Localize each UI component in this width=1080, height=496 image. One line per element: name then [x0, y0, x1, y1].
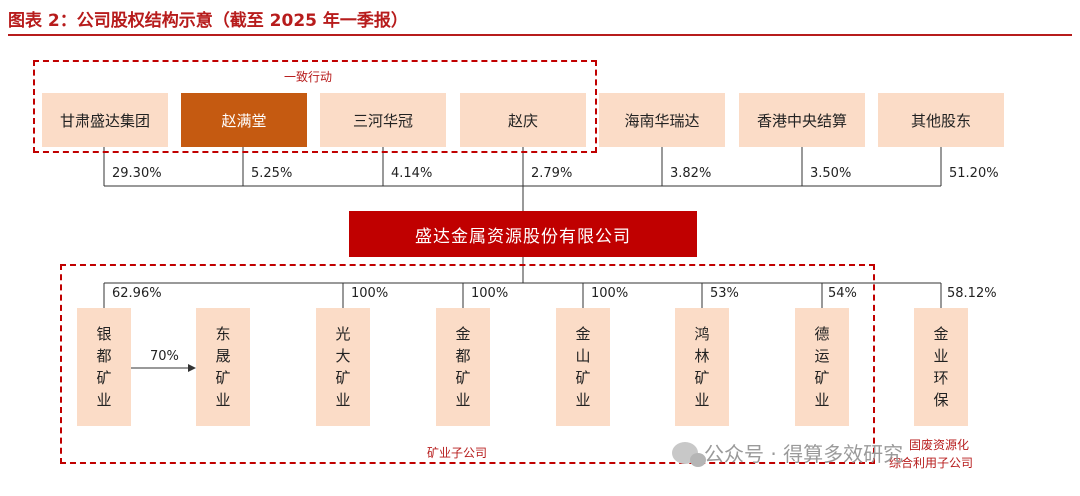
shareholder-hkscc: 香港中央结算	[739, 93, 865, 147]
solid-waste-label-line1: 固废资源化	[909, 438, 970, 452]
title-rule	[8, 34, 1072, 36]
subsidiary-guangda-mining: 光大矿业	[316, 308, 370, 426]
mining-subsidiaries-label: 矿业子公司	[427, 446, 488, 460]
center-company-box: 盛达金属资源股份有限公司	[349, 211, 697, 257]
pct-hkscc: 3.50%	[810, 166, 852, 181]
pct-yindu-mining: 62.96%	[112, 286, 162, 301]
pct-guangda-mining: 100%	[351, 286, 389, 301]
subsidiary-dongsheng-mining: 东晟矿业	[196, 308, 250, 426]
subsidiary-jindu-mining: 金都矿业	[436, 308, 490, 426]
pct-others: 51.20%	[949, 166, 999, 181]
watermark: 公众号 · 得算多效研究	[672, 438, 903, 467]
watermark-text: 公众号 · 得算多效研究	[704, 442, 904, 466]
pct-jinye-environment: 58.12%	[947, 286, 997, 301]
pct-sanhe-huaguan: 4.14%	[391, 166, 433, 181]
subsidiary-jinshan-mining: 金山矿业	[556, 308, 610, 426]
pct-zhao-mantang: 5.25%	[251, 166, 293, 181]
shareholder-hainan-huaruida: 海南华瑞达	[599, 93, 725, 147]
pct-deyun-mining: 54%	[828, 286, 857, 301]
subsidiary-deyun-mining: 德运矿业	[795, 308, 849, 426]
solid-waste-label-line2: 综合利用子公司	[889, 456, 974, 470]
shareholder-zhao-qing: 赵庆	[460, 93, 586, 147]
shareholder-gansu-shengda-group: 甘肃盛达集团	[42, 93, 168, 147]
shareholder-zhao-mantang: 赵满堂	[181, 93, 307, 147]
figure-title: 图表 2：公司股权结构示意（截至 2025 年一季报）	[8, 11, 408, 31]
shareholder-sanhe-huaguan: 三河华冠	[320, 93, 446, 147]
pct-hainan-huaruida: 3.82%	[670, 166, 712, 181]
pct-jinshan-mining: 100%	[591, 286, 629, 301]
subsidiary-yindu-mining: 银都矿业	[77, 308, 131, 426]
pct-gansu-shengda-group: 29.30%	[112, 166, 162, 181]
concert-party-group	[33, 60, 597, 153]
concert-party-label: 一致行动	[284, 70, 333, 84]
shareholder-others: 其他股东	[878, 93, 1004, 147]
pct-jindu-mining: 100%	[471, 286, 509, 301]
mining-subsidiaries-group	[60, 264, 875, 464]
pct-honglin-mining: 53%	[710, 286, 739, 301]
subsidiary-jinye-environment: 金业环保	[914, 308, 968, 426]
wechat-icon	[672, 441, 706, 467]
subsidiary-honglin-mining: 鸿林矿业	[675, 308, 729, 426]
pct-zhao-qing: 2.79%	[531, 166, 573, 181]
pct-dongsheng-mining: 70%	[150, 349, 179, 364]
